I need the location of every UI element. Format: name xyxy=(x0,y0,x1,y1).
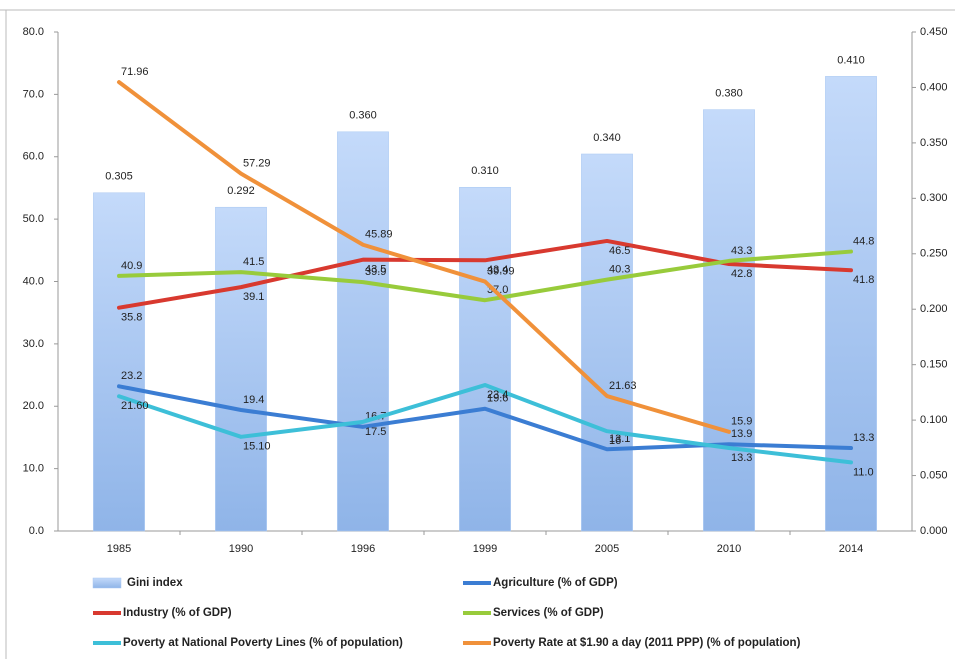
value-label: 44.8 xyxy=(853,235,874,247)
line xyxy=(117,383,853,465)
y2-tick-label: 0.450 xyxy=(920,26,948,38)
value-label: 19.4 xyxy=(243,394,264,406)
value-label: 39.99 xyxy=(487,265,515,277)
value-label: 35.8 xyxy=(121,312,142,324)
value-label: 11.0 xyxy=(853,466,874,478)
y2-tick-label: 0.350 xyxy=(920,137,948,149)
value-label: 0.292 xyxy=(227,185,255,197)
value-label: 0.305 xyxy=(105,171,133,183)
value-label: 41.8 xyxy=(853,274,874,286)
value-label: 0.380 xyxy=(715,88,743,100)
y-tick-label: 20.0 xyxy=(23,400,44,412)
x-tick-label: 1990 xyxy=(229,543,253,555)
legend-label: Gini index xyxy=(127,577,183,589)
value-label: 21.60 xyxy=(121,400,149,412)
legend-label: Poverty at National Poverty Lines (% of … xyxy=(123,637,403,649)
value-label: 46.5 xyxy=(609,245,630,257)
legend-label: Agriculture (% of GDP) xyxy=(493,577,618,589)
value-label: 23.2 xyxy=(121,370,142,382)
value-label: 39.1 xyxy=(243,291,264,303)
bar xyxy=(825,76,877,532)
legend-swatch xyxy=(92,577,122,589)
y2-tick-label: 0.200 xyxy=(920,303,948,315)
legend-label: Poverty Rate at $1.90 a day (2011 PPP) (… xyxy=(493,637,801,649)
y-tick-label: 40.0 xyxy=(23,275,44,287)
legend-label: Services (% of GDP) xyxy=(493,607,604,619)
value-label: 13.9 xyxy=(731,428,752,440)
value-label: 21.63 xyxy=(609,380,637,392)
x-tick-label: 2014 xyxy=(839,543,863,555)
y-tick-label: 80.0 xyxy=(23,26,44,38)
value-label: 45.89 xyxy=(365,229,393,241)
y2-tick-label: 0.150 xyxy=(920,359,948,371)
y-tick-label: 10.0 xyxy=(23,463,44,475)
value-label: 42.8 xyxy=(731,268,752,280)
line xyxy=(117,238,853,310)
value-label: 0.360 xyxy=(349,110,377,122)
value-label: 15.9 xyxy=(731,416,752,428)
y-tick-label: 70.0 xyxy=(23,88,44,100)
bar xyxy=(703,109,755,532)
value-label: 19.6 xyxy=(487,393,508,405)
y2-tick-label: 0.250 xyxy=(920,248,948,260)
y2-tick-label: 0.300 xyxy=(920,192,948,204)
value-label: 71.96 xyxy=(121,66,149,78)
y2-tick-label: 0.100 xyxy=(920,414,948,426)
x-tick-label: 1999 xyxy=(473,543,497,555)
y2-tick-label: 0.000 xyxy=(920,525,948,537)
value-label: 39.9 xyxy=(365,266,386,278)
y-tick-label: 50.0 xyxy=(23,213,44,225)
value-label: 13.3 xyxy=(731,452,752,464)
value-label: 57.29 xyxy=(243,158,271,170)
value-label: 43.4 xyxy=(487,264,508,276)
value-label: 40.9 xyxy=(121,260,142,272)
bar xyxy=(93,192,145,532)
value-label: 43.5 xyxy=(365,264,386,276)
value-label: 16 xyxy=(609,435,621,447)
value-label: 23.4 xyxy=(487,389,508,401)
y-tick-label: 0.0 xyxy=(29,525,44,537)
legend-label: Industry (% of GDP) xyxy=(123,607,232,619)
y-tick-label: 60.0 xyxy=(23,151,44,163)
y2-tick-label: 0.400 xyxy=(920,81,948,93)
value-label: 17.5 xyxy=(365,426,386,438)
bar xyxy=(215,206,267,532)
x-tick-label: 1985 xyxy=(107,543,131,555)
bar xyxy=(581,153,633,532)
value-label: 13.1 xyxy=(609,433,630,445)
value-label: 40.3 xyxy=(609,264,630,276)
value-label: 43.3 xyxy=(731,245,752,257)
y-tick-label: 30.0 xyxy=(23,338,44,350)
value-label: 13.3 xyxy=(853,432,874,444)
x-tick-label: 2010 xyxy=(717,543,741,555)
value-label: 0.410 xyxy=(837,54,865,66)
line xyxy=(117,80,731,434)
value-label: 0.310 xyxy=(471,165,499,177)
bar xyxy=(459,186,511,532)
value-label: 15.10 xyxy=(243,441,271,453)
y2-tick-label: 0.050 xyxy=(920,469,948,481)
line xyxy=(117,384,853,452)
line xyxy=(117,249,853,303)
bar xyxy=(337,131,389,532)
value-label: 0.340 xyxy=(593,132,621,144)
value-label: 41.5 xyxy=(243,256,264,268)
x-tick-label: 1996 xyxy=(351,543,375,555)
x-tick-label: 2005 xyxy=(595,543,619,555)
